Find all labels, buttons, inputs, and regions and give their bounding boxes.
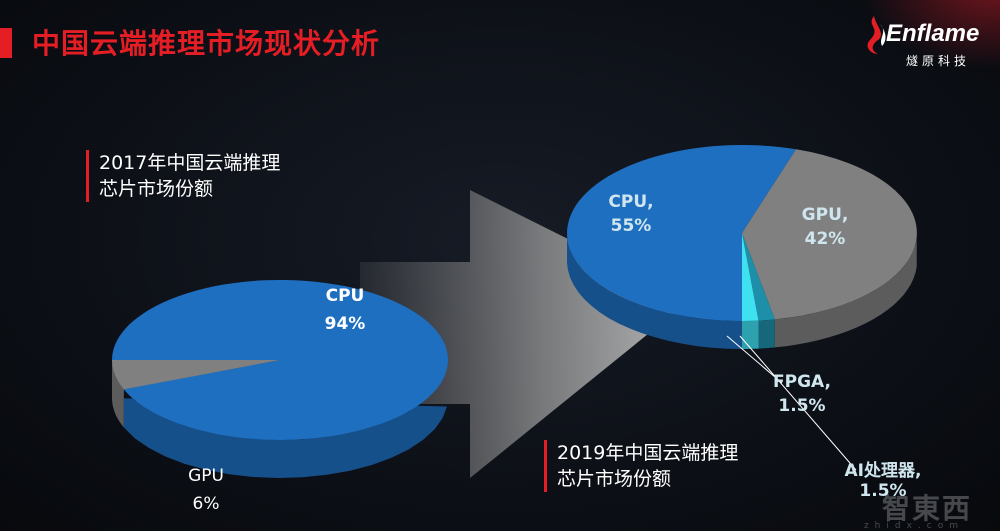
pie-slice-cpu: [111, 279, 448, 440]
pie-slice-gpu: [742, 149, 917, 320]
pie-2017: [111, 279, 448, 478]
flame-icon: [867, 16, 886, 54]
caption-2017-line-2: 芯片市场份额: [99, 178, 214, 200]
label-cpu-2017: CPU 94%: [324, 286, 366, 334]
enflame-logo: Enflame 燧原科技: [860, 14, 990, 74]
logo-name: Enflame: [886, 20, 980, 47]
pie-slice-fpga: [742, 233, 775, 321]
leader-fpga: [726, 335, 783, 384]
caption-2019-line-2: 芯片市场份额: [557, 468, 672, 490]
caption-2017: 2017年中国云端推理 芯片市场份额: [86, 150, 280, 202]
pie-2019: [567, 145, 917, 349]
pie-side-ai-: [742, 320, 759, 349]
label-gpu-2019: GPU, 42%: [801, 205, 849, 249]
watermark-sub: zhidx.com: [863, 521, 964, 531]
pie-slice-gpu: [112, 360, 280, 390]
logo-subtitle: 燧原科技: [906, 54, 971, 68]
pie-side-cpu: [567, 234, 742, 349]
label-gpu-2017: GPU 6%: [188, 466, 224, 514]
title-accent-bar: [0, 28, 12, 58]
pie-side-gpu: [112, 360, 124, 428]
leader-ai: [739, 335, 857, 471]
pie-side-gpu: [774, 238, 917, 348]
caption-2017-line-1: 2017年中国云端推理: [99, 152, 281, 174]
caption-2019: 2019年中国云端推理 芯片市场份额: [544, 440, 738, 492]
caption-2019-line-1: 2019年中国云端推理: [557, 442, 739, 464]
label-ai-2019: AI处理器, 1.5%: [844, 461, 922, 501]
pie-side-fpga: [758, 319, 775, 349]
watermark: 智東西: [881, 492, 972, 525]
page-title: 中国云端推理市场现状分析: [32, 27, 381, 60]
pie-slice-cpu: [567, 145, 797, 321]
pie-slice-ai-: [742, 233, 759, 321]
label-cpu-2019: CPU, 55%: [608, 192, 654, 236]
label-fpga-2019: FPGA, 1.5%: [773, 372, 831, 416]
